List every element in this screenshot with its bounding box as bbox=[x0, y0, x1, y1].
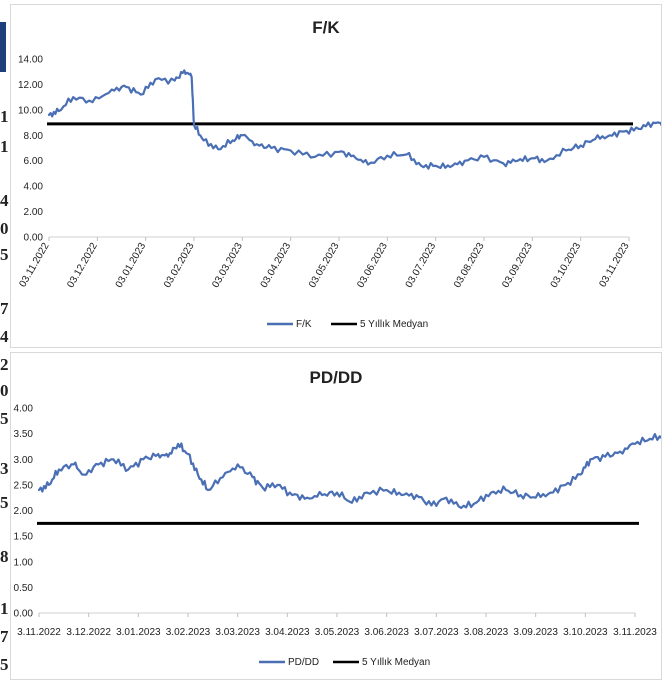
x-tick-label: 03.07.2023 bbox=[404, 241, 439, 290]
left-edge-block bbox=[0, 22, 6, 72]
x-tick-label: 03.10.2023 bbox=[549, 241, 584, 290]
chart-title: F/K bbox=[312, 18, 340, 37]
y-tick-label: 8.00 bbox=[24, 131, 44, 142]
x-tick-label: 03.01.2023 bbox=[114, 241, 149, 290]
x-tick-label: 3.03.2023 bbox=[215, 627, 260, 638]
x-tick-label: 03.06.2023 bbox=[355, 241, 390, 290]
series-line bbox=[37, 433, 661, 509]
x-tick-label: 3.12.2022 bbox=[66, 627, 111, 638]
edge-fragment: 0 bbox=[0, 381, 9, 400]
edge-fragment: 2 bbox=[0, 355, 9, 374]
y-tick-label: 6.00 bbox=[24, 156, 44, 167]
fk-chart-panel: F/K 0.00 2.00 4.00 6.00 8.00 10.00 12.00 14.00 03… bbox=[10, 4, 662, 348]
x-tick-label: 3.11.2023 bbox=[613, 627, 657, 638]
x-tick-label: 03.05.2023 bbox=[307, 241, 342, 290]
x-tick-label: 3.08.2023 bbox=[464, 627, 509, 638]
y-tick-label: 0.00 bbox=[14, 609, 34, 620]
edge-fragment: 5 bbox=[0, 493, 9, 512]
x-tick-label: 3.01.2023 bbox=[116, 627, 161, 638]
x-tick-label: 03.09.2023 bbox=[500, 241, 535, 290]
y-tick-label: 2.00 bbox=[14, 506, 34, 517]
y-tick-label: 4.00 bbox=[24, 182, 44, 193]
edge-fragment: 7 bbox=[0, 627, 9, 646]
x-tick-label: 3.02.2023 bbox=[166, 627, 211, 638]
x-tick-label: 03.04.2023 bbox=[259, 241, 294, 290]
x-tick-label: 03.11.2022 bbox=[17, 241, 51, 290]
edge-fragment: 1 bbox=[0, 599, 9, 618]
edge-fragment: 4 bbox=[0, 191, 9, 210]
y-tick-label: 1.00 bbox=[14, 557, 34, 568]
y-tick-label: 3.00 bbox=[14, 455, 34, 466]
y-tick-label: 1.50 bbox=[14, 532, 34, 543]
y-tick-label: 4.00 bbox=[14, 404, 34, 415]
legend-label: 5 Yıllık Medyan bbox=[362, 657, 430, 668]
y-tick-label: 0.50 bbox=[14, 583, 34, 594]
left-edge-strip: 1 1 4 0 5 7 4 2 0 5 3 5 8 1 7 5 bbox=[0, 0, 12, 682]
pddd-chart-panel: PD/DD 0.00 0.50 1.00 1.50 2.00 2.50 3.00 3.50 4.0… bbox=[10, 352, 662, 680]
chart-title: PD/DD bbox=[310, 368, 363, 387]
edge-fragment: 7 bbox=[0, 299, 9, 318]
x-tick-label: 03.08.2023 bbox=[452, 241, 487, 290]
x-tick-label: 03.11.2023 bbox=[597, 241, 631, 290]
edge-fragment: 5 bbox=[0, 409, 9, 428]
x-tick-label: 03.02.2023 bbox=[162, 241, 197, 290]
edge-fragment: 3 bbox=[0, 459, 9, 478]
edge-fragment: 5 bbox=[0, 245, 9, 264]
edge-fragment: 8 bbox=[0, 547, 9, 566]
x-tick-label: 3.11.2022 bbox=[17, 627, 61, 638]
x-tick-label: 03.03.2023 bbox=[210, 241, 245, 290]
legend-label: PD/DD bbox=[288, 657, 319, 668]
edge-fragment: 0 bbox=[0, 219, 9, 238]
edge-fragment: 1 bbox=[0, 137, 9, 156]
legend-label: F/K bbox=[296, 319, 312, 330]
x-tick-label: 3.06.2023 bbox=[364, 627, 409, 638]
edge-fragment: 5 bbox=[0, 655, 9, 674]
x-tick-label: 3.05.2023 bbox=[315, 627, 360, 638]
y-tick-label: 10.00 bbox=[18, 105, 43, 116]
x-tick-label: 3.07.2023 bbox=[414, 627, 459, 638]
y-tick-label: 12.00 bbox=[18, 80, 43, 91]
legend-label: 5 Yıllık Medyan bbox=[360, 319, 428, 330]
y-tick-label: 14.00 bbox=[18, 55, 43, 66]
y-tick-label: 2.50 bbox=[14, 480, 34, 491]
x-tick-label: 3.10.2023 bbox=[563, 627, 608, 638]
y-tick-label: 3.50 bbox=[14, 429, 34, 440]
x-tick-label: 3.04.2023 bbox=[265, 627, 310, 638]
y-tick-label: 2.00 bbox=[24, 207, 44, 218]
series-line bbox=[47, 69, 661, 170]
y-tick-label: 0.00 bbox=[24, 233, 44, 244]
x-tick-label: 03.12.2022 bbox=[65, 241, 100, 290]
edge-fragment: 4 bbox=[0, 327, 9, 346]
edge-fragment: 1 bbox=[0, 107, 9, 126]
fk-chart: F/K 0.00 2.00 4.00 6.00 8.00 10.00 12.00 14.00 03… bbox=[17, 18, 661, 330]
x-tick-label: 3.09.2023 bbox=[513, 627, 558, 638]
pddd-chart: PD/DD 0.00 0.50 1.00 1.50 2.00 2.50 3.00 3.50 4.0… bbox=[14, 368, 661, 668]
